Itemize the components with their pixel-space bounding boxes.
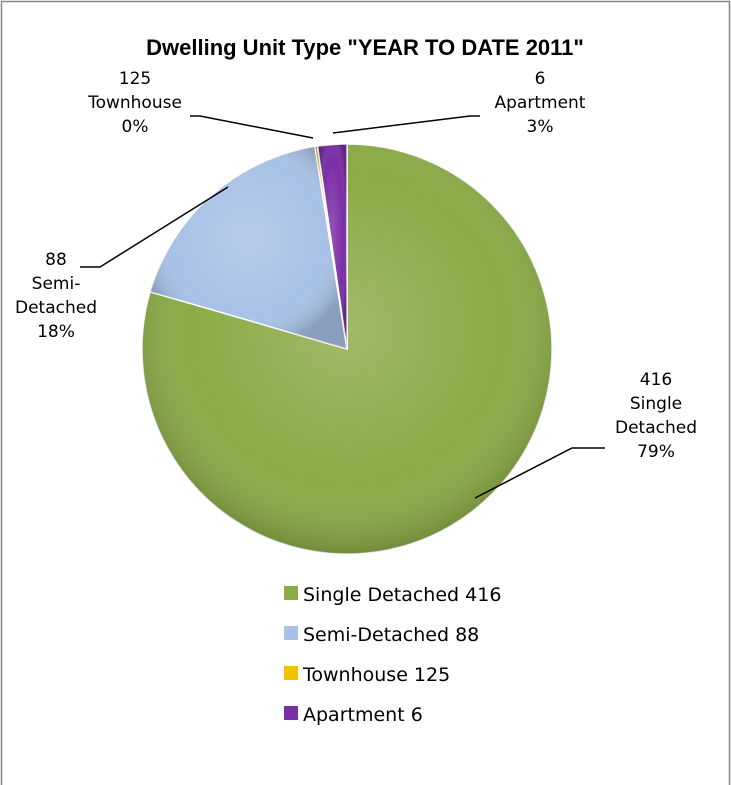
data-label: 79% [637, 442, 675, 462]
pie-slice-shading [150, 146, 347, 349]
data-label: 416 [640, 370, 672, 390]
legend-label: Semi-Detached 88 [303, 624, 479, 646]
legend-label: Apartment 6 [303, 704, 423, 726]
data-label: 125 [119, 69, 151, 89]
leader-line [190, 115, 314, 139]
legend-swatch [284, 666, 298, 680]
legend-swatch [284, 586, 298, 600]
leader-line [80, 186, 229, 268]
leader-line [474, 447, 605, 499]
data-label: Detached [615, 418, 697, 438]
leader-line [332, 115, 480, 134]
data-label: 18% [37, 322, 75, 342]
data-label: 0% [122, 117, 149, 137]
data-label: Detached [15, 298, 97, 318]
legend-label: Single Detached 416 [303, 584, 501, 606]
chart-title: Dwelling Unit Type "YEAR TO DATE 2011" [146, 35, 584, 60]
data-label: Semi- [32, 274, 81, 294]
legend-swatch [284, 706, 298, 720]
data-label: 88 [45, 250, 67, 270]
data-label: Single [630, 394, 682, 414]
data-label: Apartment [495, 93, 586, 113]
pie-slice-shading [317, 144, 347, 349]
legend-swatch [284, 626, 298, 640]
data-label: 3% [527, 117, 554, 137]
legend-label: Townhouse 125 [302, 664, 450, 686]
data-label: 6 [535, 69, 546, 89]
data-label: Townhouse [87, 93, 182, 113]
